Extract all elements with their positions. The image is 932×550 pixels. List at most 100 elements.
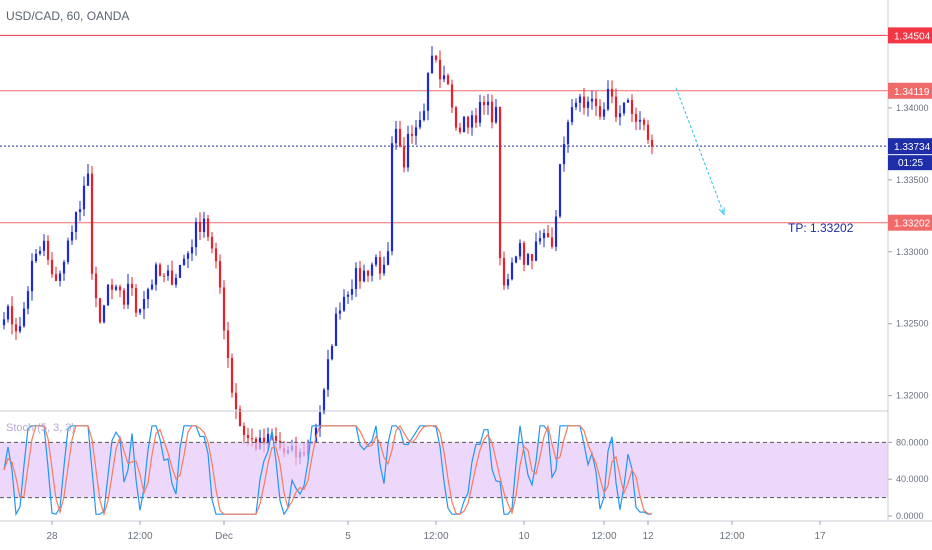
candle	[638, 111, 642, 130]
candle	[542, 229, 546, 248]
candle	[30, 253, 34, 301]
candle	[114, 284, 118, 292]
candle	[178, 264, 182, 278]
candle	[478, 94, 482, 127]
candle	[138, 308, 142, 315]
projection-arrow[interactable]	[675, 87, 725, 215]
candle	[550, 227, 554, 249]
candle	[370, 262, 374, 282]
candle	[474, 107, 478, 128]
candle	[342, 289, 346, 312]
candle	[126, 273, 130, 309]
time-tick-label: 12	[642, 531, 654, 542]
candle	[186, 250, 190, 269]
price-tick-label: 1.33500	[896, 175, 929, 185]
candle	[330, 344, 334, 361]
level-tag-label: 1.33202	[894, 219, 931, 230]
candle	[482, 95, 486, 115]
tp-annotation[interactable]: TP: 1.33202	[788, 221, 854, 235]
candle	[398, 120, 402, 148]
candle	[34, 248, 38, 263]
candle	[450, 79, 454, 114]
candle	[630, 94, 634, 123]
candle	[98, 297, 102, 324]
candle	[222, 280, 226, 340]
candle	[402, 137, 406, 173]
candle	[366, 270, 370, 282]
candle	[634, 107, 638, 131]
candle	[338, 302, 342, 320]
candle	[554, 209, 558, 252]
candle	[150, 279, 154, 291]
candle	[426, 71, 430, 121]
candle	[378, 250, 382, 280]
candle	[646, 120, 650, 144]
candle	[606, 80, 610, 112]
candle	[62, 259, 66, 281]
horizontal-levels[interactable]	[0, 34, 888, 224]
candle	[546, 225, 550, 238]
candle	[102, 304, 106, 324]
candle	[622, 102, 626, 116]
stochastic-axis-ticks: 80.0000 40.0000 0.0000	[888, 437, 929, 521]
candle	[74, 211, 78, 240]
candle	[446, 73, 450, 85]
level-tag	[888, 214, 932, 231]
candle	[142, 290, 146, 319]
candle	[110, 278, 114, 300]
candle	[226, 321, 230, 368]
candle	[322, 387, 326, 415]
candle	[438, 50, 442, 89]
candle	[566, 119, 570, 153]
candle	[594, 91, 598, 116]
candle	[650, 134, 654, 155]
candle	[318, 405, 322, 437]
candle	[42, 234, 46, 257]
stochastic-d-line	[3, 424, 653, 517]
stoch-tick-label: 0.0000	[896, 511, 924, 521]
price-pane: 1.34000 1.33500 1.33000 1.32500 1.32000 TP: …	[0, 9, 929, 466]
candle	[570, 98, 574, 126]
candlesticks	[2, 46, 654, 466]
candle	[22, 302, 26, 328]
candle	[130, 277, 134, 296]
time-tick-label: 5	[345, 531, 351, 542]
candle	[170, 260, 174, 286]
candle	[26, 286, 30, 315]
candle	[46, 235, 50, 265]
candle	[174, 273, 178, 288]
candle	[90, 165, 94, 280]
candle	[418, 111, 422, 130]
candle	[210, 231, 214, 254]
candle	[194, 217, 198, 256]
time-tick-label: 12:00	[127, 531, 152, 542]
candle	[38, 246, 42, 256]
candle	[410, 125, 414, 144]
candle	[358, 261, 362, 289]
candle	[58, 270, 62, 287]
candle	[582, 87, 586, 115]
time-tick-label: 17	[814, 531, 826, 542]
price-tick-label: 1.33000	[896, 247, 929, 257]
candle	[162, 273, 166, 283]
candle	[70, 225, 74, 245]
price-tick-label: 1.32000	[896, 391, 929, 401]
price-axis-ticks: 1.34000 1.33500 1.33000 1.32500 1.32000	[888, 103, 929, 401]
level-tag-label: 1.33734	[894, 142, 931, 153]
candle	[326, 349, 330, 397]
candle	[350, 279, 354, 301]
countdown-tag	[888, 155, 932, 171]
candle	[562, 136, 566, 172]
candle	[6, 304, 10, 323]
candle	[510, 257, 514, 281]
candle	[494, 98, 498, 125]
candle	[386, 242, 390, 266]
candle	[514, 255, 518, 264]
candle	[422, 103, 426, 122]
candle	[502, 251, 506, 290]
candle	[390, 136, 394, 256]
candle	[394, 120, 398, 150]
candle	[414, 120, 418, 145]
projection-arrow-head	[718, 207, 725, 216]
